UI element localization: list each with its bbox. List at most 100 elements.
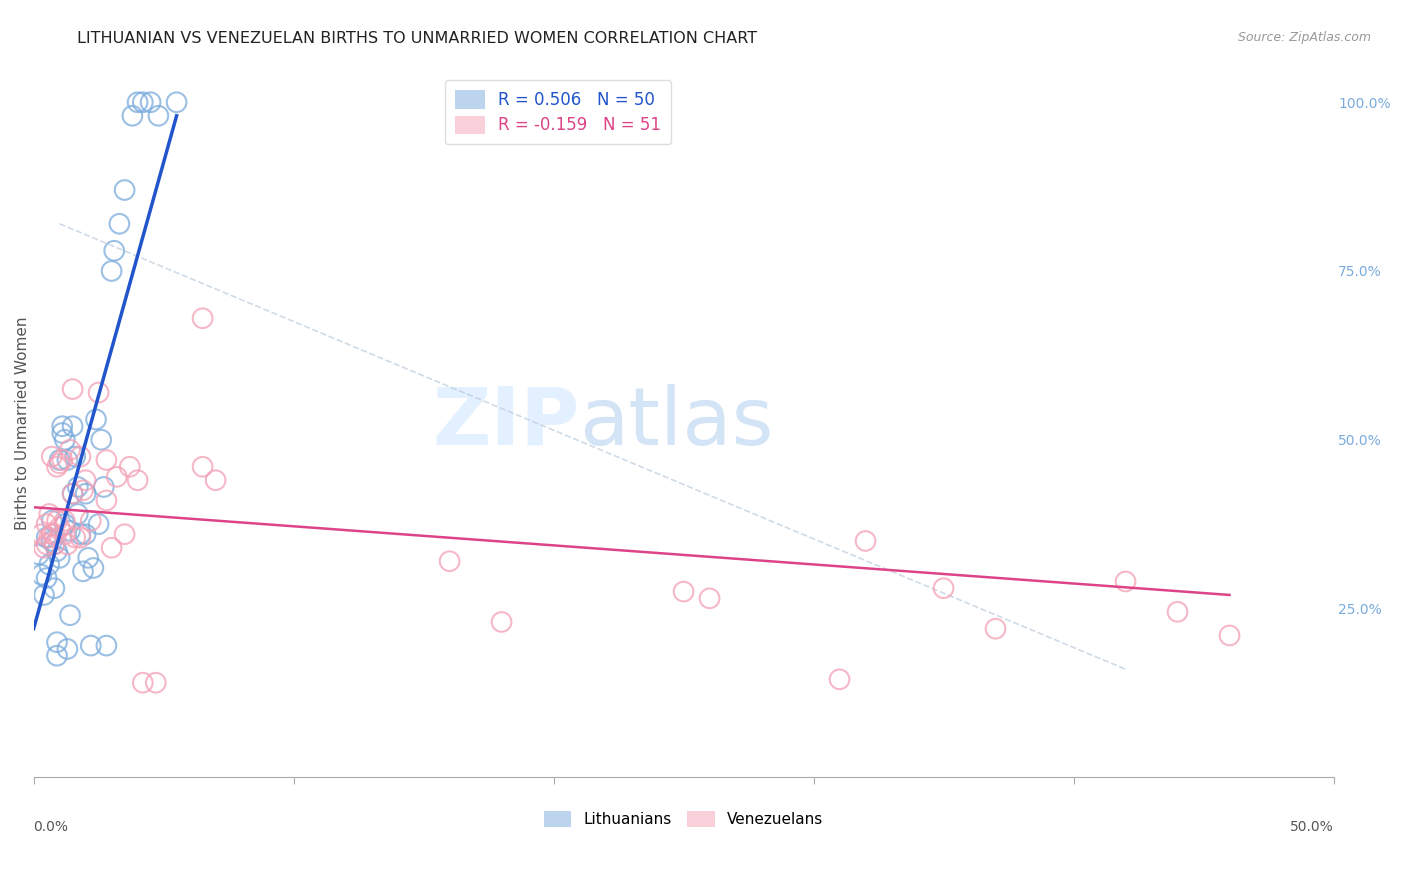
Point: [699, 591, 721, 606]
Point: [35, 531, 58, 545]
Point: [1115, 574, 1137, 589]
Point: [100, 541, 122, 555]
Point: [53, 433, 76, 447]
Point: [63, 531, 86, 545]
Point: [38, 507, 60, 521]
Point: [87, 385, 110, 400]
Point: [62, 486, 84, 500]
Point: [105, 470, 128, 484]
Point: [108, 217, 131, 231]
Point: [69, 531, 91, 545]
Point: [35, 517, 58, 532]
Point: [145, 675, 167, 690]
Point: [114, 183, 136, 197]
Point: [62, 382, 84, 396]
Point: [48, 550, 70, 565]
Point: [191, 459, 214, 474]
Point: [100, 264, 122, 278]
Text: LITHUANIAN VS VENEZUELAN BIRTHS TO UNMARRIED WOMEN CORRELATION CHART: LITHUANIAN VS VENEZUELAN BIRTHS TO UNMAR…: [77, 31, 758, 46]
Point: [87, 517, 110, 532]
Point: [56, 453, 79, 467]
Point: [41, 450, 63, 464]
Point: [53, 514, 76, 528]
Text: atlas: atlas: [579, 384, 773, 462]
Point: [127, 473, 149, 487]
Point: [35, 537, 58, 551]
Point: [139, 95, 162, 110]
Point: [46, 635, 69, 649]
Point: [114, 527, 136, 541]
Point: [75, 486, 97, 500]
Point: [28, 548, 51, 562]
Point: [63, 450, 86, 464]
Point: [46, 514, 69, 528]
Point: [984, 622, 1007, 636]
Point: [48, 453, 70, 467]
Point: [75, 527, 97, 541]
Legend: Lithuanians, Venezuelans: Lithuanians, Venezuelans: [538, 805, 830, 833]
Point: [72, 483, 94, 498]
Point: [90, 433, 112, 447]
Point: [672, 584, 695, 599]
Point: [96, 453, 118, 467]
Point: [46, 544, 69, 558]
Point: [35, 571, 58, 585]
Point: [44, 537, 66, 551]
Point: [127, 95, 149, 110]
Point: [41, 533, 63, 548]
Point: [66, 507, 89, 521]
Point: [132, 675, 155, 690]
Y-axis label: Births to Unmarried Women: Births to Unmarried Women: [15, 316, 30, 530]
Point: [84, 412, 107, 426]
Point: [48, 456, 70, 470]
Point: [96, 493, 118, 508]
Point: [1218, 628, 1240, 642]
Point: [439, 554, 461, 568]
Point: [38, 558, 60, 572]
Point: [30, 567, 52, 582]
Point: [44, 581, 66, 595]
Point: [96, 639, 118, 653]
Point: [38, 531, 60, 545]
Point: [204, 473, 226, 487]
Point: [41, 527, 63, 541]
Point: [51, 425, 73, 440]
Point: [75, 473, 97, 487]
Point: [48, 520, 70, 534]
Point: [491, 615, 513, 629]
Point: [118, 459, 141, 474]
Point: [93, 480, 115, 494]
Text: Source: ZipAtlas.com: Source: ZipAtlas.com: [1237, 31, 1371, 45]
Point: [932, 581, 955, 595]
Point: [53, 527, 76, 541]
Point: [77, 550, 100, 565]
Point: [32, 541, 55, 555]
Point: [46, 459, 69, 474]
Point: [32, 588, 55, 602]
Point: [44, 527, 66, 541]
Point: [51, 453, 73, 467]
Point: [59, 524, 82, 538]
Text: ZIP: ZIP: [432, 384, 579, 462]
Point: [41, 514, 63, 528]
Point: [53, 517, 76, 532]
Point: [46, 648, 69, 663]
Point: [166, 95, 188, 110]
Point: [56, 642, 79, 657]
Point: [828, 673, 851, 687]
Point: [80, 514, 103, 528]
Point: [56, 537, 79, 551]
Point: [855, 533, 877, 548]
Point: [66, 480, 89, 494]
Point: [191, 311, 214, 326]
Text: 50.0%: 50.0%: [1289, 820, 1333, 834]
Point: [59, 608, 82, 623]
Point: [62, 486, 84, 500]
Text: 0.0%: 0.0%: [34, 820, 69, 834]
Point: [148, 109, 170, 123]
Point: [30, 527, 52, 541]
Point: [69, 450, 91, 464]
Point: [62, 419, 84, 434]
Point: [51, 419, 73, 434]
Point: [82, 561, 104, 575]
